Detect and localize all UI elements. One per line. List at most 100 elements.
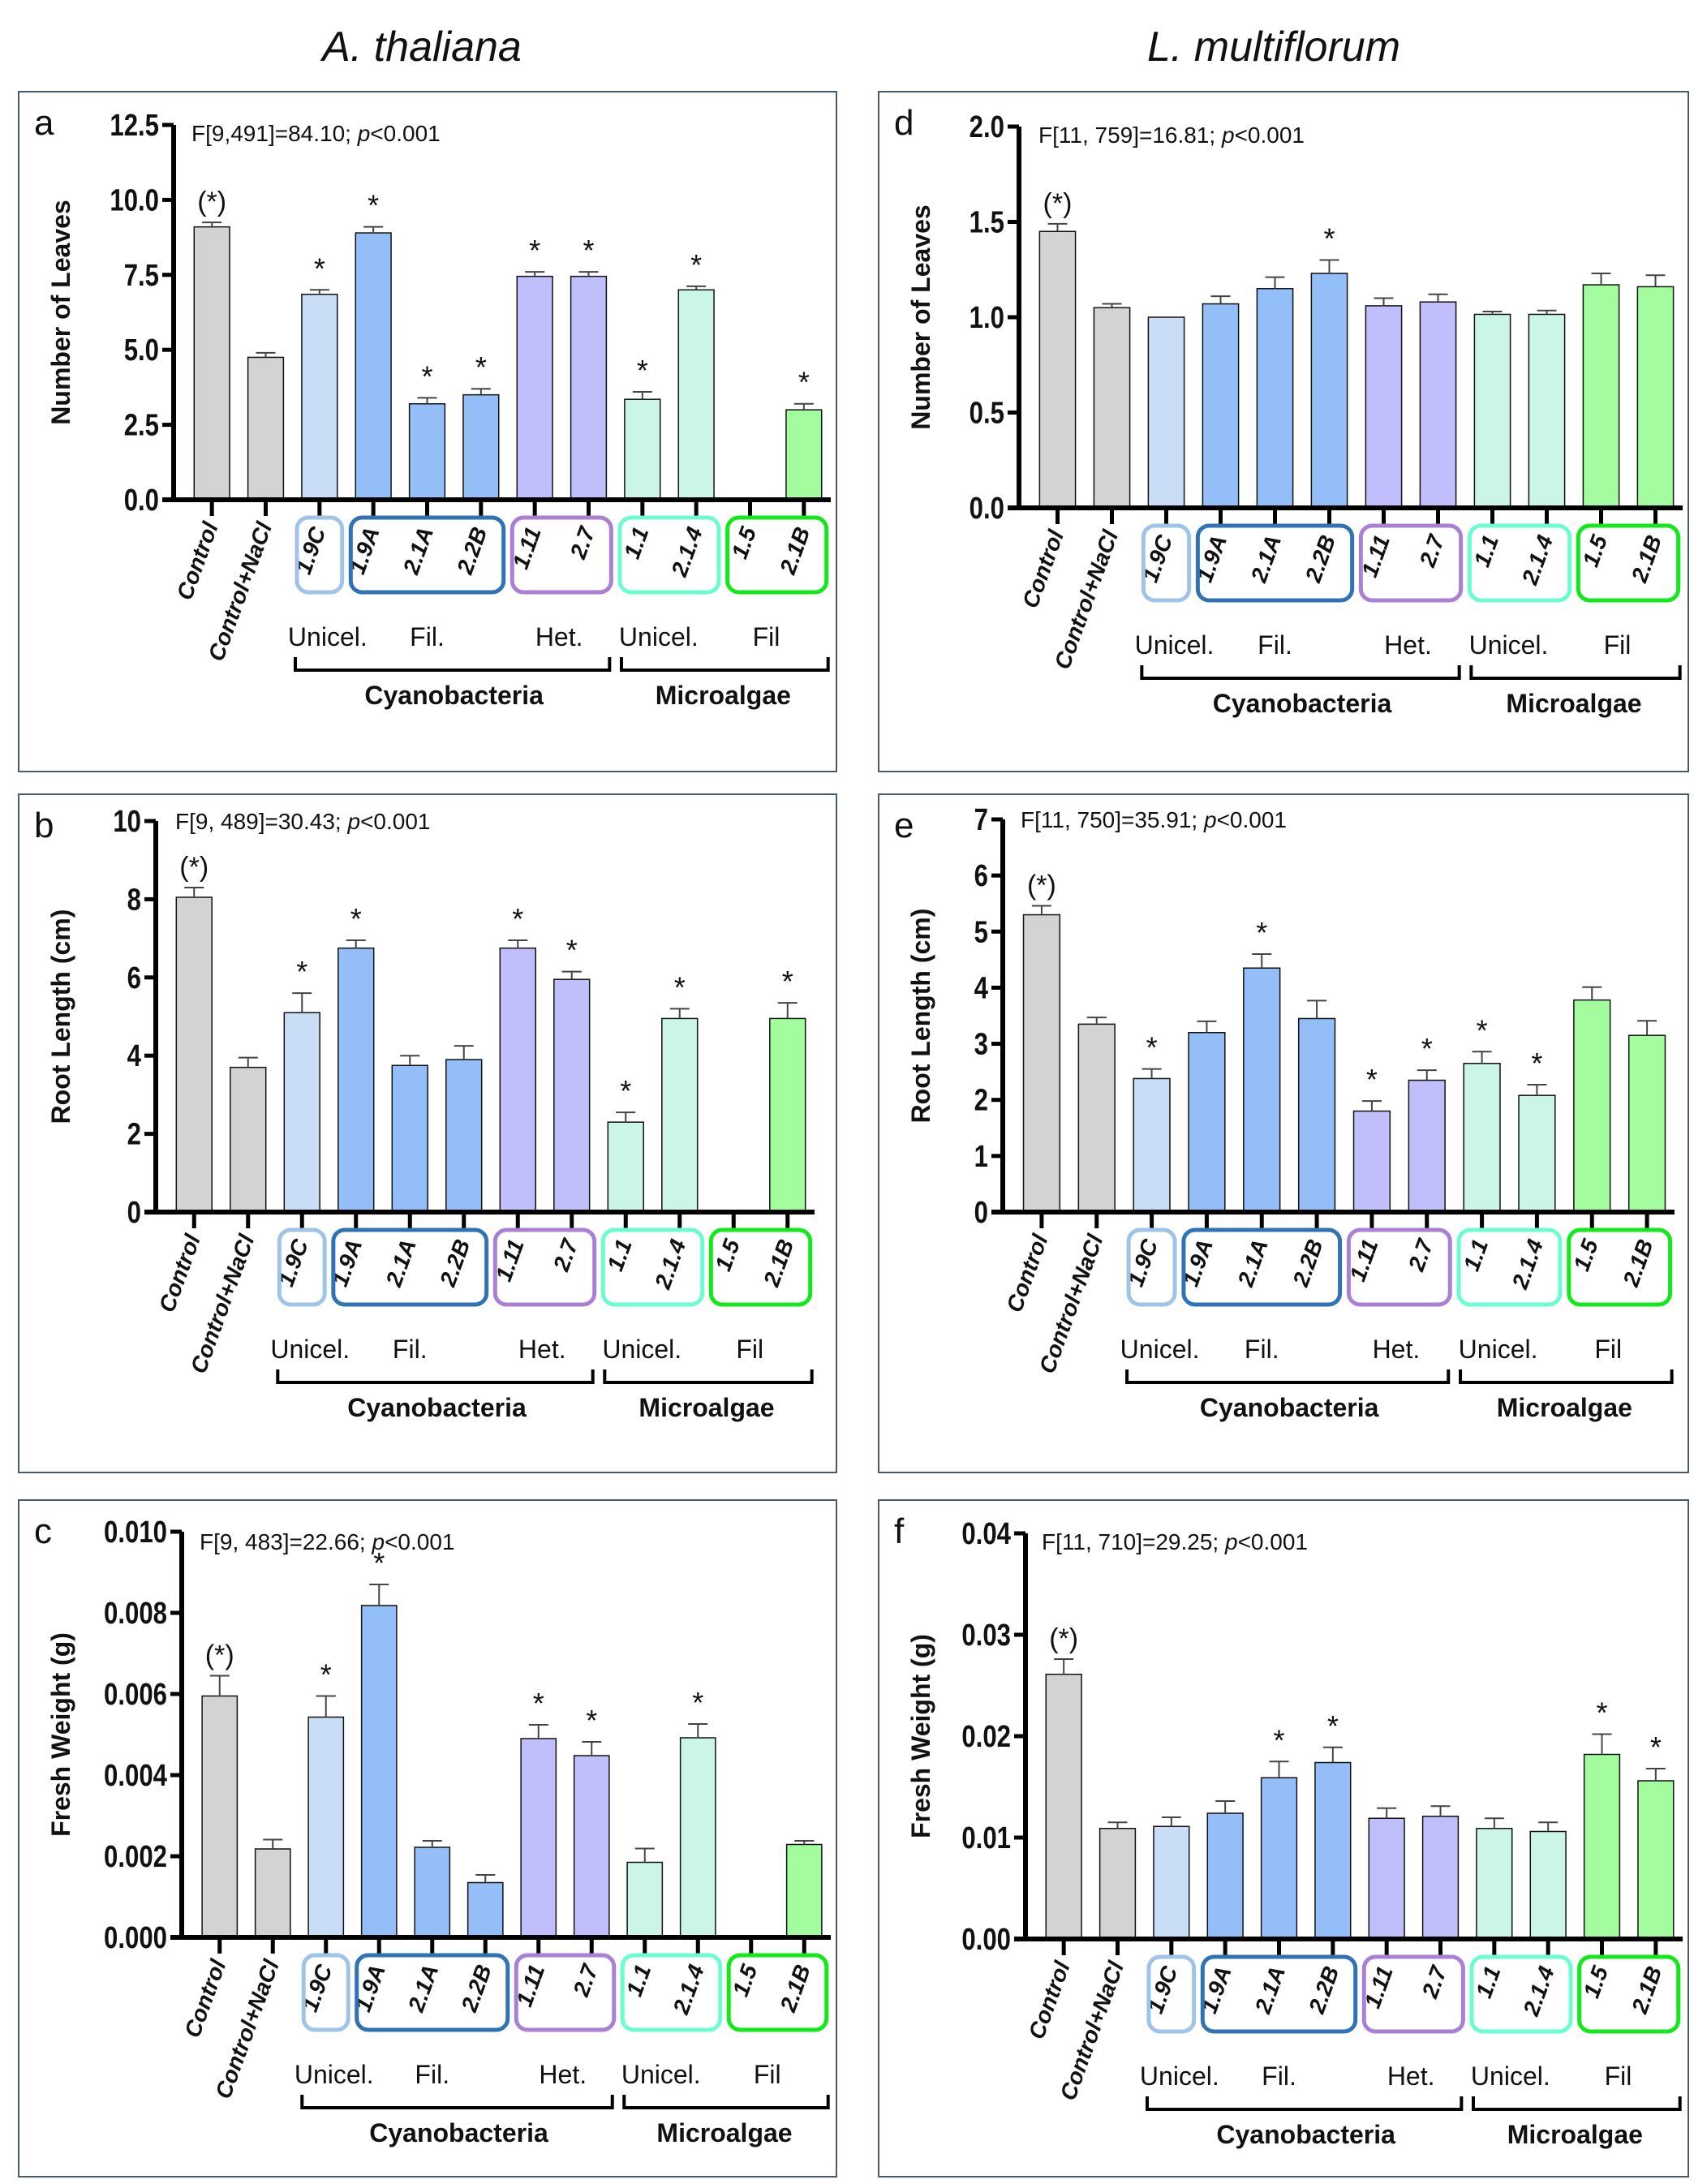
bar-2.7 <box>573 1755 610 1938</box>
y-tick-label: 5 <box>974 915 988 949</box>
subgroup-label: Fil <box>1594 1335 1622 1364</box>
strain-group-box <box>1195 523 1355 603</box>
bar-2.1A <box>1260 1777 1298 1940</box>
significance-mark: * <box>674 970 686 1004</box>
y-axis-label: Number of Leaves <box>46 200 75 424</box>
bar-2.1B <box>785 409 823 501</box>
bar-Control+NaCl <box>1093 307 1131 509</box>
bar-Control+NaCl <box>247 356 285 501</box>
y-tick-label: 0.00 <box>961 1923 1011 1957</box>
subgroup-label: Unicel. <box>1140 2061 1219 2091</box>
chart-svg-d: d F[11, 759]=16.81; p<0.001 Number of Leav… <box>894 103 1683 718</box>
strain-group-box <box>295 515 345 595</box>
panel-a-leaves-athaliana: a F[9,491]=84.10; p<0.001 Number of Leaves… <box>18 91 837 772</box>
panel-e-root-lmultiflorum: e F[11, 750]=35.91; p<0.001 Root Length (c… <box>878 793 1689 1473</box>
bar-1.1 <box>1476 1828 1513 1940</box>
y-tick-label: 6 <box>974 859 988 893</box>
x-tick-label: 2.7 <box>565 522 600 562</box>
x-tick-label: 2.1A <box>1232 1236 1273 1290</box>
y-tick-label: 0.008 <box>104 1597 167 1631</box>
y-tick-label: 3 <box>974 1028 988 1062</box>
bar-1.9A <box>360 1605 398 1938</box>
x-tick-label: 2.1A <box>381 1236 421 1290</box>
x-tick-label: 1.1 <box>621 1961 656 1999</box>
bar-2.1B <box>1637 1780 1675 1940</box>
x-tick-label: 2.1B <box>775 1961 815 2015</box>
y-axis-label: Root Length (cm) <box>906 909 935 1124</box>
significance-mark: * <box>586 1704 597 1737</box>
strain-group-box <box>725 515 829 595</box>
x-tick-label: 2.1.4 <box>650 1236 691 1292</box>
subgroup-label: Unicel. <box>1471 2061 1550 2091</box>
bar-1.9A <box>1206 1812 1244 1940</box>
y-tick-label: 0.0 <box>970 492 1004 526</box>
y-tick-label: 5.0 <box>124 333 159 368</box>
bar-2.7 <box>553 978 591 1213</box>
bracket-cyanobacteria <box>1140 665 1461 680</box>
y-tick-label: 2.0 <box>970 110 1004 144</box>
panel-letter: d <box>894 103 914 143</box>
y-tick-label: 0.0 <box>124 484 159 518</box>
subgroup-label: Fil <box>1605 2061 1632 2091</box>
bar-1.11 <box>499 947 536 1213</box>
bar-1.9C <box>301 294 338 501</box>
significance-mark: * <box>1596 1696 1607 1730</box>
panel-letter: c <box>34 1511 52 1551</box>
bar-1.9A <box>338 947 375 1213</box>
strain-group-box <box>1141 523 1192 603</box>
x-tick-label: 1.1 <box>1469 531 1503 570</box>
significance-mark: * <box>533 1687 544 1720</box>
bracket-microalgae <box>619 657 830 672</box>
group-label-cyanobacteria: Cyanobacteria <box>1216 2120 1395 2149</box>
subgroup-label: Fil <box>736 1335 763 1364</box>
y-tick-label: 0.04 <box>961 1517 1011 1551</box>
group-label-microalgae: Microalgae <box>1497 1393 1632 1422</box>
subgroup-label: Unicel. <box>619 622 699 651</box>
bar-Control <box>1045 1674 1082 1940</box>
x-tick-label: 1.5 <box>1578 531 1613 570</box>
x-tick-label: 1.1 <box>1471 1963 1505 2001</box>
x-tick-label: 2.7 <box>1404 1235 1438 1275</box>
x-tick-label: 1.5 <box>1568 1236 1603 1275</box>
bar-1.5 <box>1582 284 1620 509</box>
subgroup-label: Fil. <box>393 1335 428 1364</box>
x-tick-label: 2.1B <box>1627 1963 1667 2017</box>
significance-mark: (*) <box>1043 188 1073 219</box>
subgroup-label: Fil. <box>1258 630 1292 660</box>
y-tick-label: 2.5 <box>124 409 159 443</box>
y-tick-label: 1.5 <box>970 206 1004 240</box>
x-tick-label: 2.1A <box>1249 1963 1290 2017</box>
bar-2.1A <box>414 1847 451 1938</box>
bar-1.9C <box>307 1716 345 1938</box>
panel-letter: a <box>34 103 54 143</box>
strain-group-box <box>1469 1954 1573 2034</box>
y-axis-label: Root Length (cm) <box>46 909 75 1124</box>
bar-2.1B <box>769 1017 806 1213</box>
x-tick-label: 2.1.4 <box>1516 531 1558 588</box>
strain-group-box <box>509 515 613 595</box>
x-tick-label: Control <box>154 1230 206 1315</box>
y-axis-label: Fresh Weight (g) <box>906 1634 935 1838</box>
y-tick-label: 0 <box>974 1196 988 1230</box>
x-tick-label: 2.1B <box>775 523 815 578</box>
y-tick-label: 2 <box>127 1118 141 1152</box>
subgroup-label: Het. <box>1373 1335 1421 1364</box>
y-tick-label: 0.002 <box>104 1840 167 1874</box>
significance-mark: * <box>1323 222 1335 256</box>
bar-2.1.4 <box>677 289 715 501</box>
strain-group-box <box>1361 1954 1465 2034</box>
bar-1.1 <box>1463 1063 1501 1213</box>
significance-mark: * <box>620 1074 631 1107</box>
strain-group-box <box>277 1227 327 1307</box>
y-tick-label: 0.5 <box>970 397 1004 431</box>
panel-letter: b <box>34 806 54 845</box>
y-tick-label: 0.010 <box>104 1515 167 1550</box>
bar-1.9A <box>1188 1031 1226 1213</box>
bar-2.1A <box>391 1064 428 1213</box>
x-tick-label: 2.1A <box>1245 531 1286 586</box>
y-tick-label: 0.03 <box>961 1619 1011 1653</box>
bar-2.1.4 <box>1518 1094 1556 1213</box>
x-tick-label: 1.1 <box>1459 1236 1493 1274</box>
bar-2.1.4 <box>679 1737 716 1938</box>
bracket-cyanobacteria <box>276 1369 595 1384</box>
